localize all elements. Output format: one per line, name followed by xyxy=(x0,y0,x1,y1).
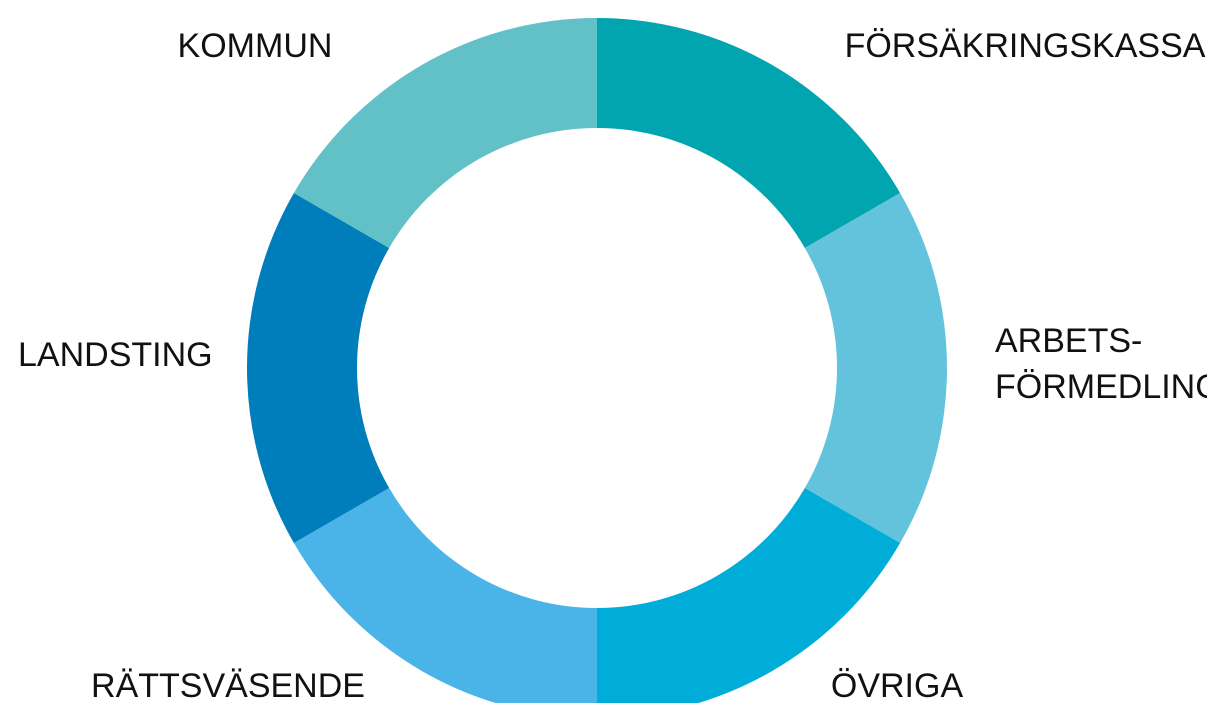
segment-label: RÄTTSVÄSENDE xyxy=(91,667,365,703)
segment-label: ARBETS-FÖRMEDLING xyxy=(995,322,1207,406)
segment-label: KOMMUN xyxy=(178,27,333,65)
segment-label: LANDSTING xyxy=(18,336,213,374)
donut-segment xyxy=(246,193,390,543)
donut-segment xyxy=(597,488,901,703)
segment-label: FÖRSÄKRINGSKASSA xyxy=(845,27,1206,65)
segment-label: ÖVRIGA xyxy=(831,667,964,703)
donut-segment xyxy=(293,18,597,248)
donut-segment xyxy=(804,193,947,543)
donut-segment xyxy=(597,18,901,248)
donut-segment xyxy=(293,488,597,703)
